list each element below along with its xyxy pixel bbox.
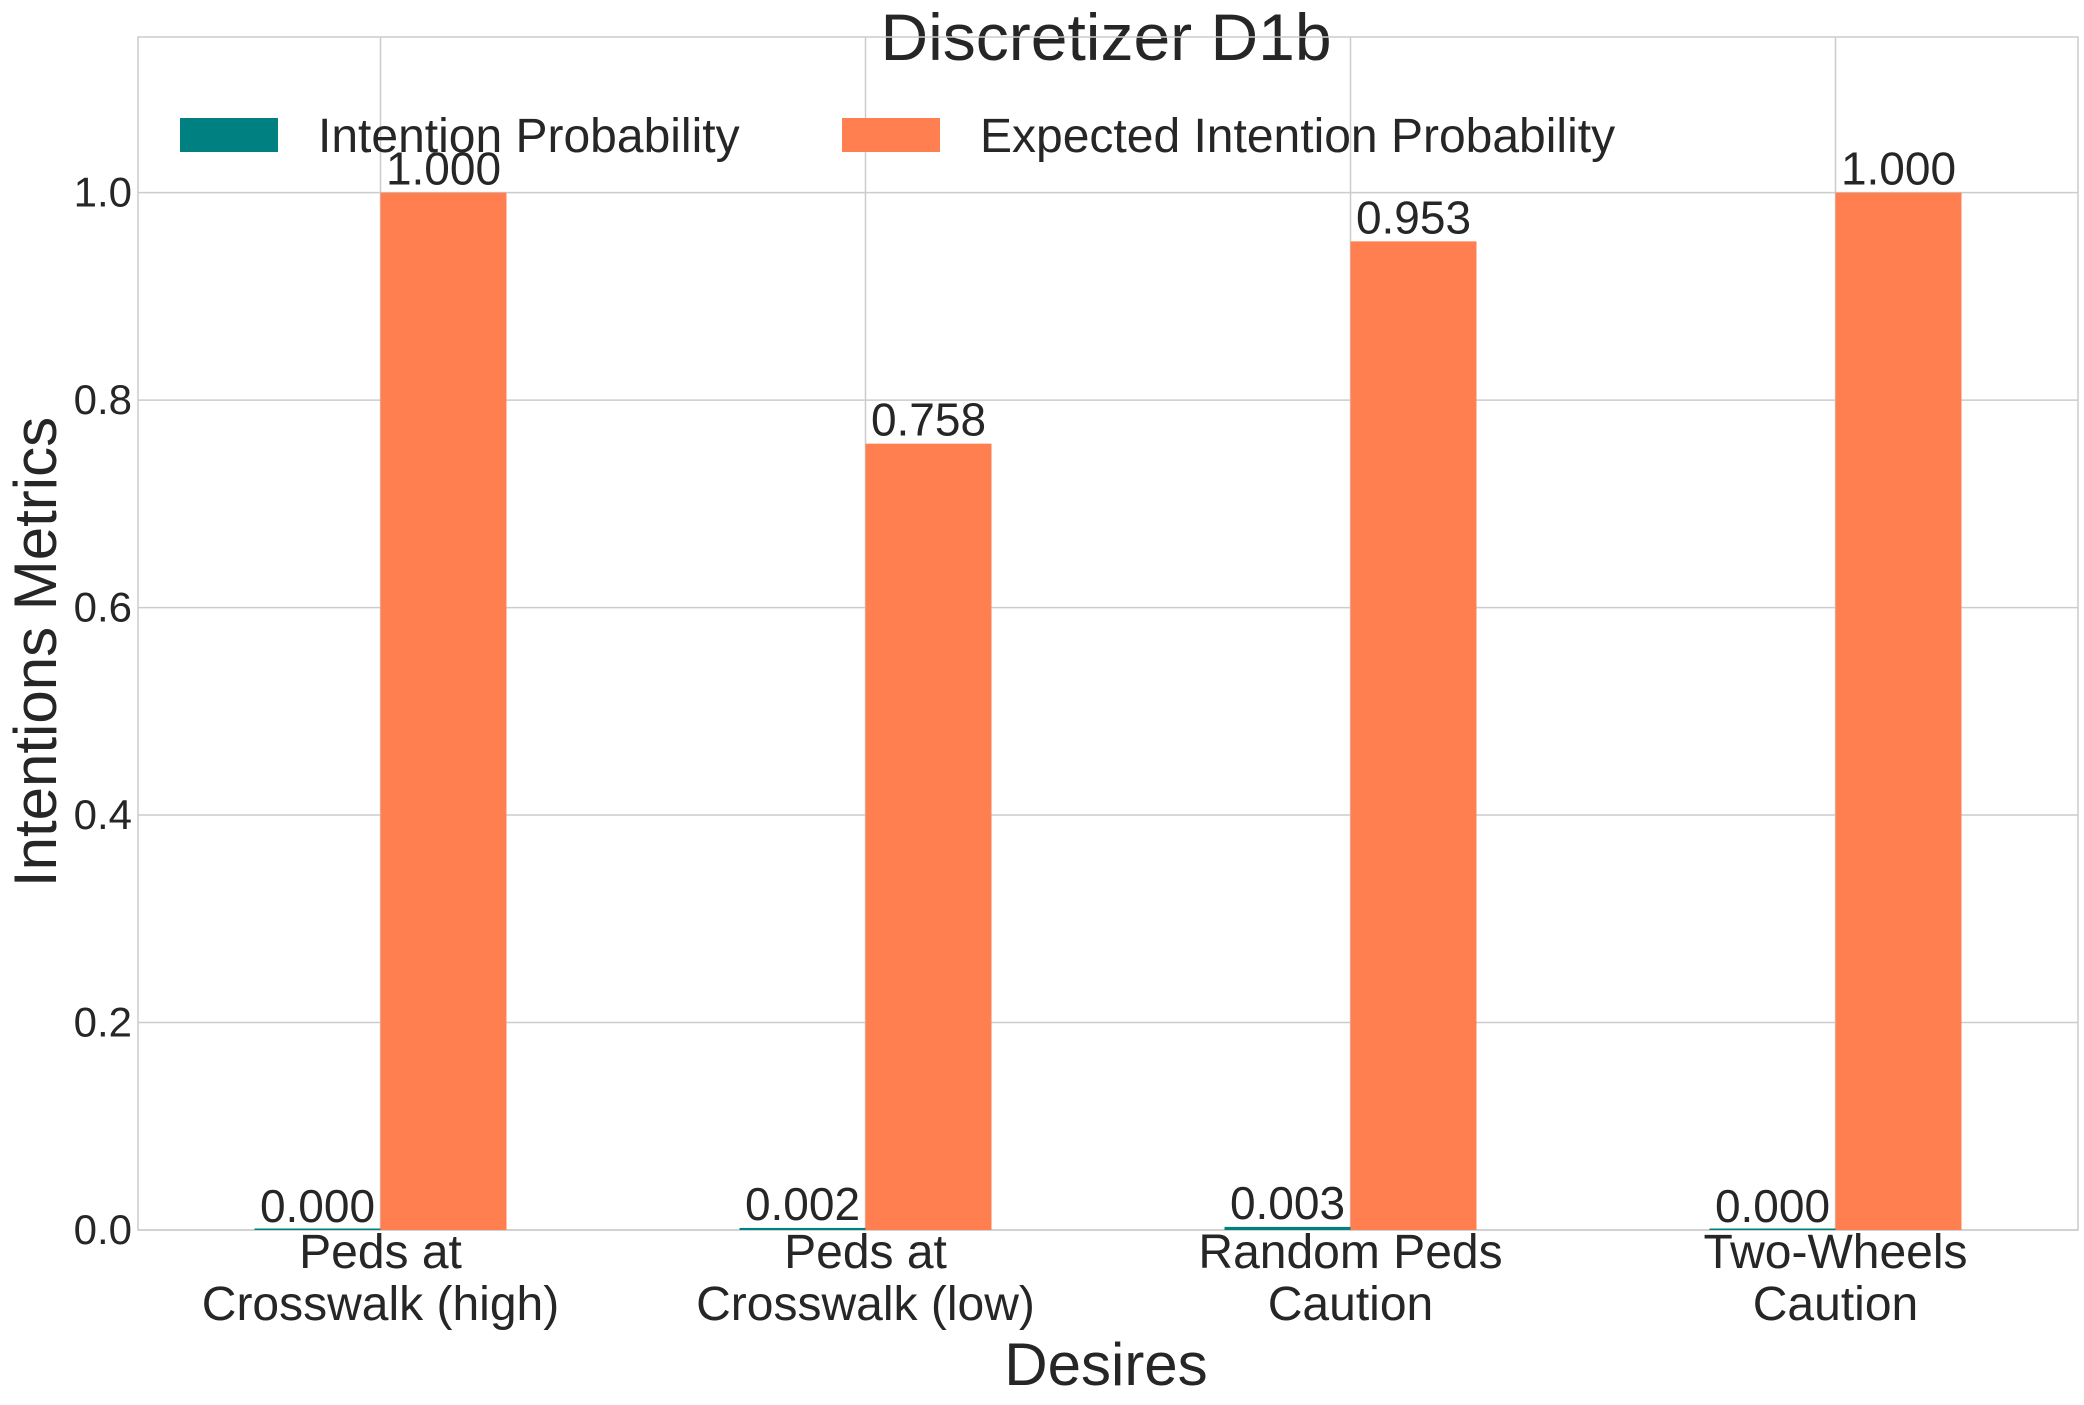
y-tick-label: 0.8 <box>74 376 132 423</box>
bar-value-label: 0.003 <box>1230 1177 1345 1229</box>
data-labels: 0.000 0.002 0.003 0.000 1.000 0.758 0.953 1.000 <box>260 143 1956 1232</box>
x-axis-ticks: Peds at Crosswalk (high) Peds at Crosswalk … <box>202 1226 1968 1331</box>
bar <box>254 1228 381 1230</box>
bar <box>380 192 507 1231</box>
bar-value-label: 1.000 <box>1841 143 1956 195</box>
x-tick-label: Two-Wheels Caution <box>1703 1226 1967 1331</box>
bar <box>1350 241 1477 1230</box>
bar <box>1835 192 1962 1231</box>
x-tick-label: Peds at Crosswalk (high) <box>202 1226 559 1331</box>
bar-value-label: 0.758 <box>871 394 986 446</box>
plot-frame <box>137 36 2079 1231</box>
bars <box>254 192 1962 1231</box>
bar <box>1709 1228 1836 1230</box>
y-tick-label: 0.2 <box>74 999 132 1046</box>
bar-value-label: 0.000 <box>260 1180 375 1232</box>
bar <box>865 443 992 1231</box>
bar-value-label: 0.002 <box>745 1178 860 1230</box>
y-tick-label: 0.0 <box>74 1206 132 1253</box>
legend-swatch <box>180 118 278 152</box>
y-tick-label: 0.4 <box>74 791 132 838</box>
bar-value-label: 1.000 <box>386 143 501 195</box>
bar-value-label: 0.953 <box>1356 191 1471 243</box>
legend-label: Intention Probability <box>318 110 740 163</box>
legend-swatch <box>842 118 940 152</box>
y-tick-label: 0.6 <box>74 584 132 631</box>
bar-value-label: 0.000 <box>1715 1180 1830 1232</box>
x-tick-label: Peds at Crosswalk (low) <box>696 1226 1035 1331</box>
x-tick-label: Random Peds Caution <box>1198 1226 1502 1331</box>
y-axis-ticks: 0.0 0.2 0.4 0.6 0.8 1.0 <box>74 169 132 1253</box>
bar <box>1224 1226 1351 1230</box>
x-axis-label: Desires <box>1004 1331 1207 1398</box>
legend-label: Expected Intention Probability <box>980 110 1615 163</box>
y-axis-label: Intentions Metrics <box>2 417 69 887</box>
y-tick-label: 1.0 <box>74 169 132 216</box>
bar <box>739 1227 866 1230</box>
legend: Intention Probability Expected Intention … <box>180 110 1615 163</box>
